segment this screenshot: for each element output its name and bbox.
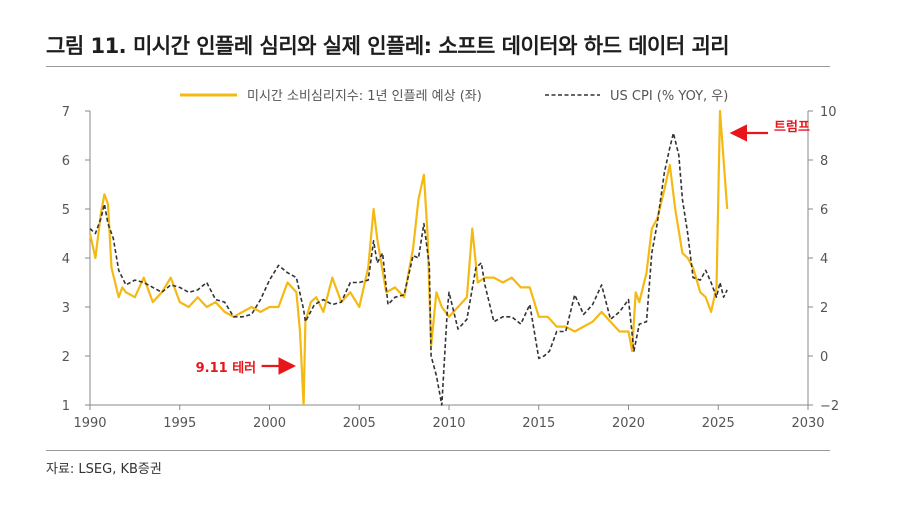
inflation-chart: 미시간 소비심리지수: 1년 인플레 예상 (좌) US CPI (% YOY, …: [62, 89, 839, 431]
y-right-tick-label: 8: [820, 154, 828, 169]
y-left-tick-label: 4: [62, 252, 70, 267]
legend-label-cpi: US CPI (% YOY, 우): [610, 89, 728, 104]
title-divider: [46, 66, 830, 67]
series-us-cpi-line: [89, 132, 728, 406]
x-tick-label: 1995: [163, 416, 196, 431]
x-tick-label: 2025: [702, 416, 735, 431]
source-note: 자료: LSEG, KB증권: [46, 462, 162, 477]
figure-title: 그림 11. 미시간 인플레 심리와 실제 인플레: 소프트 데이터와 하드 데…: [46, 34, 730, 58]
annotations: 9.11 테러 트럼프: [196, 120, 810, 376]
y-left-tick-label: 3: [62, 301, 70, 316]
legend-label-michigan: 미시간 소비심리지수: 1년 인플레 예상 (좌): [247, 89, 482, 104]
x-tick-label: 2015: [522, 416, 555, 431]
y-left-tick-label: 2: [62, 350, 70, 365]
x-tick-label: 2020: [612, 416, 645, 431]
y-right-tick-label: 4: [820, 252, 828, 267]
y-left-tick-label: 5: [62, 203, 70, 218]
series-michigan-expectations-line: [88, 109, 729, 407]
x-tick-label: 2030: [791, 416, 824, 431]
axes: 1990 1995 2000 2005 2010 2015 2020 2025 20301234…: [62, 105, 839, 431]
source-divider: [46, 450, 830, 451]
x-tick-label: 2000: [253, 416, 286, 431]
y-right-tick-label: 0: [820, 350, 828, 365]
y-left-tick-label: 1: [62, 399, 70, 414]
x-tick-label: 2010: [432, 416, 465, 431]
series-layer: [88, 109, 729, 407]
y-right-tick-label: 10: [820, 105, 837, 120]
y-right-tick-label: 2: [820, 301, 828, 316]
y-left-tick-label: 6: [62, 154, 70, 169]
y-right-tick-label: −2: [820, 399, 839, 414]
annotation-911-label: 9.11 테러: [196, 360, 257, 376]
x-tick-label: 1990: [73, 416, 106, 431]
x-tick-label: 2005: [343, 416, 376, 431]
legend: 미시간 소비심리지수: 1년 인플레 예상 (좌) US CPI (% YOY, …: [180, 89, 728, 104]
y-left-tick-label: 7: [62, 105, 70, 120]
y-right-tick-label: 6: [820, 203, 828, 218]
annotation-trump-label: 트럼프: [774, 120, 810, 135]
